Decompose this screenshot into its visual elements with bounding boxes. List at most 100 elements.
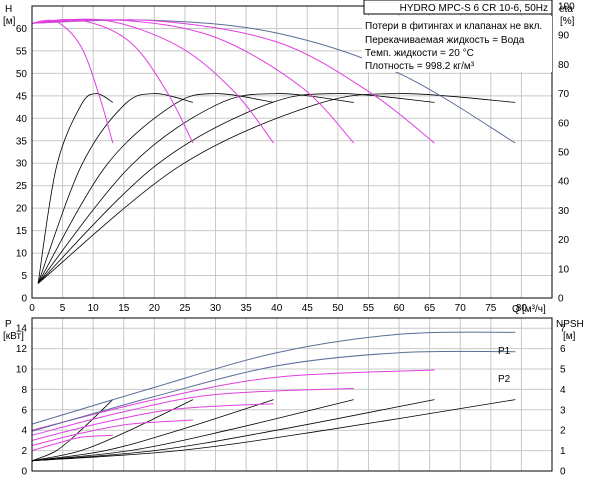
head-curve-reduced (31, 19, 355, 144)
y-tick-label-h: 25 (16, 181, 28, 192)
efficiency-curve (37, 93, 354, 284)
x-axis-unit-q: [м³/ч] (522, 304, 546, 315)
y2-tick-label-eta: 100 (558, 2, 575, 13)
x-tick-label: 5 (60, 303, 66, 314)
bottom-chart-frame (31, 317, 553, 472)
y2-tick-label-npsh: 5 (560, 365, 566, 376)
npsh-curve (31, 399, 354, 462)
x-tick-label: 0 (29, 303, 35, 314)
x-tick-label: 55 (363, 303, 375, 314)
x-tick-label: 10 (88, 303, 100, 314)
y-tick-label-p: 0 (21, 467, 27, 478)
y-tick-label-h: 55 (16, 46, 28, 57)
title-box (363, 0, 553, 15)
y-tick-label-h: 30 (16, 159, 28, 170)
power-curve-p2 (31, 350, 516, 432)
y2-tick-label-npsh: 6 (560, 344, 566, 355)
y-axis-label-p: P (5, 319, 12, 330)
y2-tick-label-eta: 0 (558, 294, 564, 305)
x-tick-label: 40 (271, 303, 283, 314)
y2-axis-label-eta: eta (559, 4, 573, 15)
x-tick-label: 45 (302, 303, 314, 314)
power-curve-reduced (31, 369, 435, 431)
y2-tick-label-npsh: 7 (560, 324, 566, 335)
y2-tick-label-npsh: 1 (560, 446, 566, 457)
x-tick-label: 50 (332, 303, 344, 314)
y-tick-label-p: 4 (21, 426, 27, 437)
bottom-chart-curves (31, 331, 516, 462)
top-chart-frame (31, 5, 553, 299)
y-tick-label-h: 10 (16, 249, 28, 260)
y2-tick-label-eta: 20 (558, 235, 570, 246)
efficiency-curve (37, 93, 193, 284)
series-label-p1: P1 (498, 346, 511, 357)
power-curve-reduced (31, 387, 354, 436)
y2-tick-label-eta: 10 (558, 264, 570, 275)
bottom-chart-grid (32, 318, 552, 471)
legend-notes-box (362, 16, 552, 72)
efficiency-curve (37, 93, 274, 284)
y-tick-label-p: 6 (21, 405, 27, 416)
x-tick-label: 65 (424, 303, 436, 314)
y-tick-label-p: 2 (21, 446, 27, 457)
x-tick-label: 60 (393, 303, 405, 314)
note-temperature: Темп. жидкости = 20 °C (365, 48, 474, 59)
npsh-curve (31, 399, 516, 462)
npsh-curve (31, 399, 194, 462)
y-tick-label-h: 20 (16, 204, 28, 215)
x-axis-label-q: Q (512, 304, 520, 315)
power-curve-reduced (31, 434, 113, 452)
y-axis-unit-p: [кВт] (3, 331, 24, 342)
note-fittings: Потери в фитингах и клапанах не вкл. (365, 20, 542, 32)
note-density: Плотность = 998.2 кг/м³ (365, 61, 475, 72)
y2-tick-label-npsh: 2 (560, 426, 566, 437)
y-tick-label-h: 45 (16, 91, 28, 102)
npsh-curve (31, 399, 435, 462)
y2-tick-label-eta: 30 (558, 206, 570, 217)
note-liquid: Перекачиваемая жидкость = Вода (365, 35, 525, 46)
head-curve-reduced (31, 18, 194, 144)
y-tick-label-p: 14 (16, 324, 28, 335)
npsh-curve (31, 399, 274, 462)
y-tick-label-h: 15 (16, 226, 28, 237)
y2-axis-unit-npsh: [м] (563, 331, 576, 342)
y2-axis-unit-eta: [%] (560, 16, 575, 27)
y-tick-label-h: 40 (16, 114, 28, 125)
y2-tick-label-eta: 70 (558, 89, 570, 100)
x-tick-label: 30 (210, 303, 222, 314)
x-tick-label: 35 (241, 303, 253, 314)
y-tick-label-h: 60 (16, 24, 28, 35)
x-tick-label: 15 (118, 303, 130, 314)
power-curve-reduced (31, 403, 274, 441)
y-tick-label-p: 8 (21, 385, 27, 396)
y2-tick-label-eta: 90 (558, 31, 570, 42)
y2-tick-label-eta: 40 (558, 177, 570, 188)
power-curve-reduced (31, 419, 193, 446)
y2-tick-label-eta: 80 (558, 60, 570, 71)
y-tick-label-h: 50 (16, 69, 28, 80)
axis-ticks: 0 5 10 15 20 25 30 35 40 45 50 55 60 65 70 75 8005101520… (16, 2, 575, 478)
head-curve-reduced (31, 19, 114, 144)
y2-tick-label-npsh: 0 (560, 467, 566, 478)
x-tick-label: 80 (516, 303, 528, 314)
y-axis-label-h: H (5, 4, 12, 15)
y2-axis-label-npsh: NPSH (556, 319, 584, 330)
y2-tick-label-npsh: 4 (560, 385, 566, 396)
x-tick-label: 75 (485, 303, 497, 314)
y-tick-label-h: 5 (21, 271, 27, 282)
efficiency-curve (37, 93, 114, 284)
efficiency-curve (37, 93, 435, 284)
y2-tick-label-eta: 60 (558, 118, 570, 129)
y-tick-label-p: 12 (16, 344, 28, 355)
x-tick-label: 70 (455, 303, 467, 314)
y-tick-label-h: 0 (21, 294, 27, 305)
efficiency-curve (37, 93, 516, 284)
x-tick-label: 20 (149, 303, 161, 314)
y2-tick-label-npsh: 3 (560, 405, 566, 416)
y-tick-label-h: 35 (16, 136, 28, 147)
y-tick-label-p: 10 (16, 365, 28, 376)
y-axis-unit-h: [м] (3, 16, 16, 27)
y2-tick-label-eta: 50 (558, 148, 570, 159)
x-tick-label: 25 (179, 303, 191, 314)
